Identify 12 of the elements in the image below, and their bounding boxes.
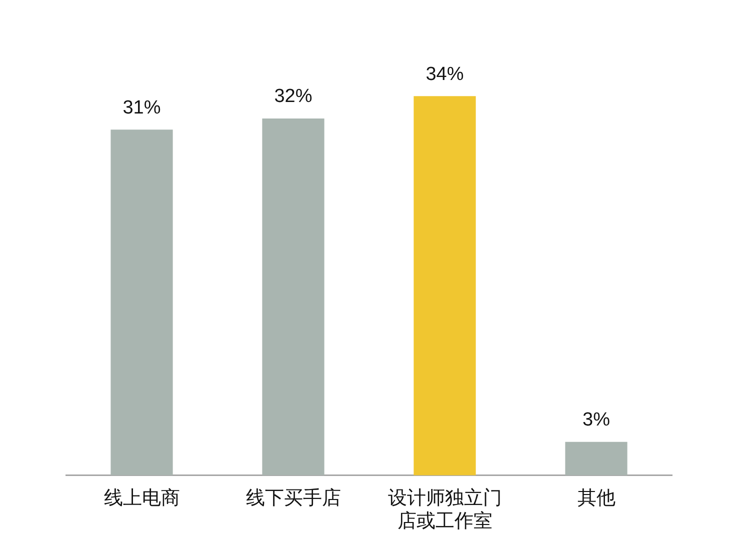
x-tick-label: 其他: [577, 488, 616, 510]
data-label: 32%: [274, 86, 312, 108]
x-tick-label: 线上电商: [104, 487, 180, 510]
bar: [110, 130, 173, 476]
bar: [565, 442, 628, 476]
data-label: 3%: [582, 410, 610, 431]
data-label: 31%: [122, 97, 161, 118]
data-label: 34%: [426, 64, 464, 85]
x-tick-label: 设计师独立门店或工作室: [388, 487, 502, 532]
bar: [262, 118, 324, 476]
bar: [414, 96, 476, 476]
x-tick-label: 线下买手店: [246, 487, 341, 510]
